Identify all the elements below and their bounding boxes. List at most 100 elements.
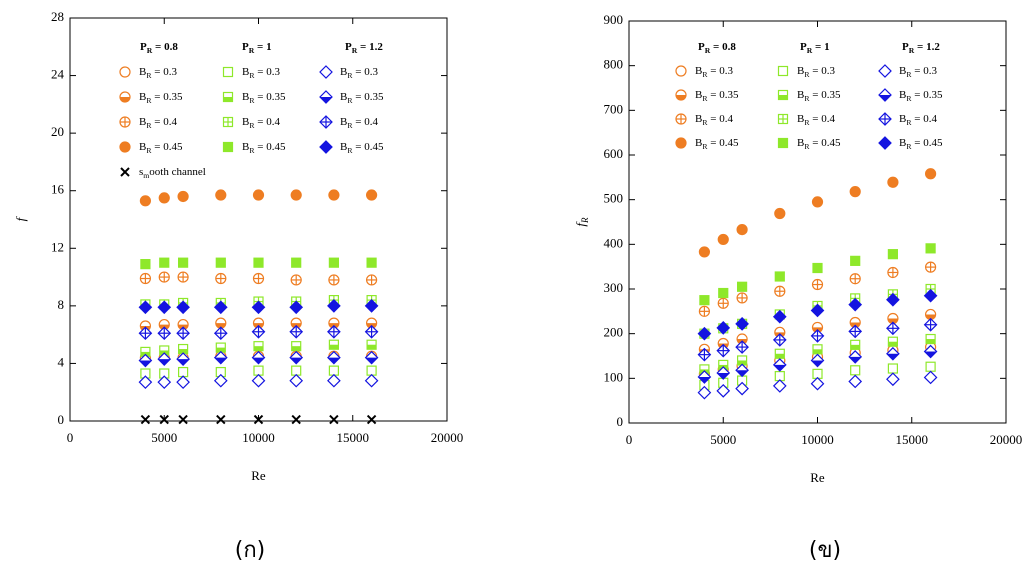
marker <box>697 347 712 362</box>
marker <box>252 189 265 201</box>
legend-marker <box>878 88 892 102</box>
y-axis-label: fR <box>573 217 590 227</box>
marker <box>215 342 226 353</box>
marker <box>215 272 227 285</box>
chart-panel: 0 100 200 300 400 500 600 700 800 900 0 5000 10000 15… <box>573 12 1022 563</box>
legend-label: BR = 0.3 <box>797 65 835 79</box>
marker <box>291 341 302 352</box>
marker <box>887 266 899 279</box>
y-tick-label: 16 <box>51 182 65 197</box>
marker <box>735 363 749 378</box>
legend-marker <box>222 141 234 153</box>
marker <box>329 414 339 425</box>
marker <box>736 223 748 236</box>
marker <box>774 271 785 282</box>
marker <box>253 365 264 376</box>
marker <box>328 189 340 201</box>
y-tick-label: 400 <box>604 235 624 250</box>
marker <box>364 299 379 313</box>
marker <box>158 318 170 331</box>
legend-marker <box>319 140 333 154</box>
marker <box>886 346 900 361</box>
marker <box>138 300 153 315</box>
marker <box>176 300 190 315</box>
legend-marker <box>878 64 892 78</box>
y-tick-label: 4 <box>58 354 65 369</box>
y-axis-label: f <box>13 215 28 221</box>
legend-label: BR = 0.45 <box>139 141 183 155</box>
marker <box>159 257 170 268</box>
y-tick-label: 200 <box>604 325 624 340</box>
legend-marker <box>319 65 333 79</box>
marker <box>213 350 228 365</box>
marker <box>157 300 172 315</box>
legend-marker <box>878 136 892 150</box>
legend-marker <box>222 66 234 78</box>
marker <box>139 272 151 285</box>
marker <box>366 189 378 201</box>
y-tick-label: 0 <box>617 414 624 429</box>
legend-marker <box>222 116 234 128</box>
marker <box>139 195 151 207</box>
plot-frame <box>69 17 448 422</box>
marker <box>850 255 861 266</box>
legend-marker <box>777 65 789 77</box>
y-tick-label: 500 <box>604 191 624 206</box>
marker <box>697 370 712 384</box>
y-tick-label: 300 <box>604 280 624 295</box>
marker <box>925 243 936 254</box>
plot-frame <box>628 20 1007 424</box>
x-tick-label: 5000 <box>151 430 177 445</box>
legend-label: BR = 0.3 <box>340 66 378 80</box>
caption: (ข) <box>809 538 841 563</box>
marker <box>138 326 153 341</box>
marker <box>848 324 863 339</box>
marker <box>849 186 861 198</box>
legend-marker <box>222 91 234 103</box>
marker <box>215 189 227 201</box>
legend-label: BR = 0.3 <box>899 65 937 79</box>
marker <box>924 308 937 321</box>
legend-column-title: PR = 1 <box>242 41 272 55</box>
marker <box>811 278 824 291</box>
marker <box>716 343 731 358</box>
marker <box>289 300 304 315</box>
marker <box>327 324 341 339</box>
legend-column-title: PR = 0.8 <box>698 41 736 55</box>
marker <box>328 257 339 268</box>
marker <box>698 246 711 258</box>
legend-label: BR = 0.45 <box>242 141 286 155</box>
legend-label: BR = 0.45 <box>899 137 943 151</box>
marker <box>252 272 265 285</box>
marker <box>735 316 749 331</box>
legend-marker <box>119 66 131 78</box>
marker <box>774 285 786 297</box>
marker <box>178 366 189 378</box>
marker <box>716 321 731 335</box>
marker <box>697 326 712 341</box>
marker <box>178 257 189 268</box>
marker <box>158 271 170 283</box>
marker <box>923 344 938 359</box>
marker <box>366 339 377 350</box>
marker <box>848 297 863 312</box>
legend-marker <box>675 65 687 77</box>
legend-marker <box>119 91 131 103</box>
marker <box>364 350 379 365</box>
marker <box>925 361 936 372</box>
x-tick-label: 0 <box>67 430 74 445</box>
marker <box>327 350 341 365</box>
x-tick-label: 20000 <box>990 432 1023 447</box>
marker <box>215 257 226 268</box>
marker <box>772 358 787 372</box>
marker <box>213 373 228 388</box>
legend-marker <box>675 137 687 149</box>
marker <box>157 375 172 389</box>
marker <box>290 189 302 201</box>
marker <box>140 414 151 425</box>
marker <box>178 414 188 425</box>
legend-label: BR = 0.45 <box>797 137 841 151</box>
marker <box>291 365 302 376</box>
marker <box>812 344 823 355</box>
